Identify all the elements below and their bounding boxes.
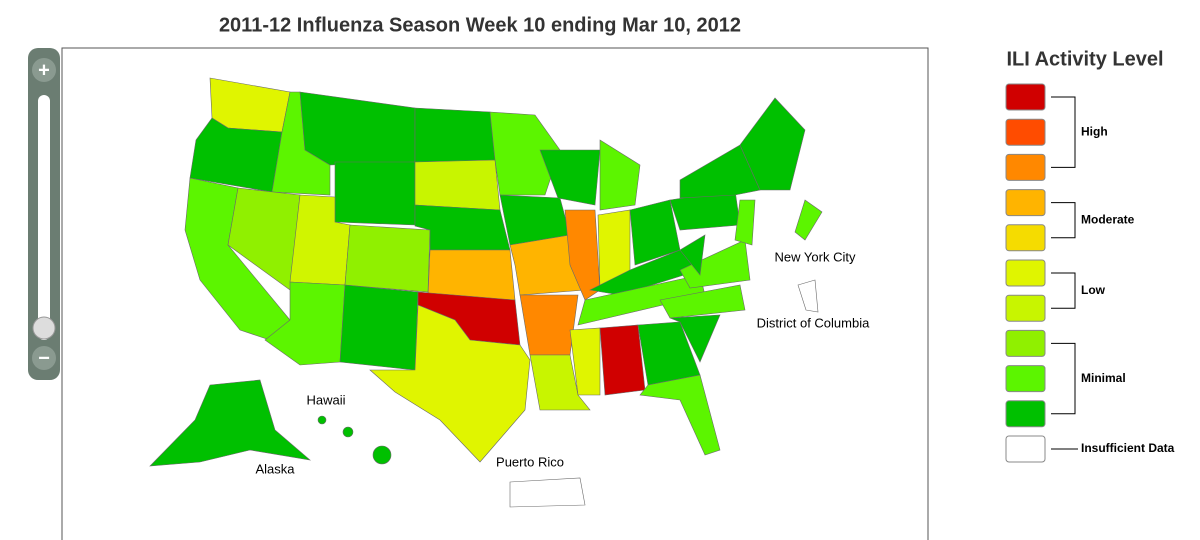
legend-swatch bbox=[1005, 118, 1046, 146]
legend-label: Low bbox=[1081, 283, 1106, 297]
state bbox=[369, 304, 531, 463]
map-label: Alaska bbox=[255, 461, 295, 476]
state bbox=[569, 327, 601, 396]
legend-swatch bbox=[1005, 435, 1046, 463]
alaska-shape bbox=[149, 379, 312, 467]
state bbox=[599, 324, 646, 396]
legend-swatch bbox=[1005, 365, 1046, 393]
state bbox=[669, 314, 721, 363]
legend-bracket bbox=[1051, 272, 1076, 309]
map-label: New York City bbox=[775, 249, 856, 264]
legend-swatch bbox=[1005, 400, 1046, 428]
state bbox=[679, 234, 706, 276]
legend-bracket bbox=[1051, 342, 1076, 415]
zoom-in-button[interactable] bbox=[32, 58, 56, 82]
legend-swatch bbox=[1005, 83, 1046, 111]
hawaii-shape bbox=[372, 445, 392, 465]
legend-title: ILI Activity Level bbox=[1006, 48, 1163, 70]
nyc-shape bbox=[794, 199, 823, 241]
state bbox=[519, 294, 579, 356]
legend-label: High bbox=[1081, 124, 1108, 138]
state bbox=[639, 374, 721, 456]
state bbox=[734, 199, 756, 246]
state bbox=[539, 149, 601, 206]
legend-swatch bbox=[1005, 189, 1046, 217]
state bbox=[679, 144, 761, 199]
legend-swatch bbox=[1005, 153, 1046, 181]
dc-shape bbox=[797, 279, 819, 313]
zoom-track bbox=[38, 95, 50, 340]
map-label: Hawaii bbox=[306, 392, 345, 407]
state bbox=[564, 209, 601, 301]
state bbox=[414, 107, 496, 163]
state bbox=[739, 97, 806, 191]
legend-swatch bbox=[1005, 294, 1046, 322]
zoom-handle[interactable] bbox=[32, 316, 56, 340]
legend-bracket bbox=[1051, 202, 1076, 239]
legend-swatch bbox=[1005, 259, 1046, 287]
zoom-out-label[interactable]: − bbox=[38, 347, 50, 369]
map-label: District of Columbia bbox=[757, 315, 870, 330]
legend: High Moderate Low Minimal Insufficient Data bbox=[1005, 83, 1175, 463]
state bbox=[679, 239, 751, 289]
state bbox=[339, 284, 419, 371]
legend-swatch bbox=[1005, 224, 1046, 252]
zoom-out-button[interactable] bbox=[32, 346, 56, 370]
zoom-in-label[interactable]: + bbox=[38, 59, 50, 81]
state bbox=[659, 284, 746, 319]
state-shapes bbox=[149, 77, 823, 508]
legend-label: Minimal bbox=[1081, 371, 1126, 385]
map-label: Puerto Rico bbox=[496, 454, 564, 469]
hawaii-shape bbox=[317, 415, 327, 425]
state bbox=[509, 234, 586, 296]
state bbox=[529, 354, 591, 411]
legend-label: Insufficient Data bbox=[1081, 441, 1175, 455]
state bbox=[414, 159, 501, 211]
state bbox=[334, 161, 416, 226]
state bbox=[427, 249, 516, 301]
puerto-rico-shape bbox=[509, 477, 586, 508]
map-title: 2011-12 Influenza Season Week 10 ending … bbox=[219, 14, 741, 36]
legend-bracket bbox=[1051, 96, 1076, 168]
zoom-control: + − bbox=[28, 48, 60, 380]
legend-label: Moderate bbox=[1081, 212, 1135, 226]
state bbox=[599, 139, 641, 211]
legend-swatch bbox=[1005, 329, 1046, 357]
state bbox=[489, 111, 561, 196]
state bbox=[344, 224, 431, 293]
hawaii-shape bbox=[342, 426, 354, 438]
